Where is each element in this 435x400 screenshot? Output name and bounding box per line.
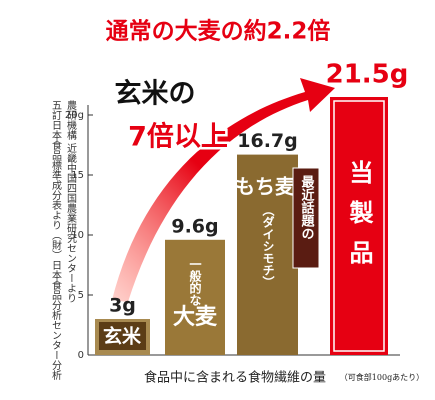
y-tick-label: 5	[78, 290, 84, 301]
y-tick-label: 10	[71, 230, 84, 241]
value-label: 16.7g	[237, 130, 297, 152]
category-label: （ダイシモチ）	[261, 204, 275, 288]
tag-box	[292, 167, 320, 269]
source: 農研機構 近畿中国四国農業研究センターより	[65, 99, 77, 303]
bar-border	[333, 100, 385, 352]
category-label: 大麦	[173, 304, 218, 330]
bar	[330, 97, 388, 355]
label-box	[99, 322, 146, 350]
y-tick-label: 0	[78, 350, 84, 361]
category-label: もち麦	[235, 175, 296, 199]
category-label: 一般的な	[188, 258, 202, 307]
annotation: 7倍以上	[128, 121, 228, 153]
value-label: 21.5g	[326, 60, 409, 90]
category-label: 玄米	[103, 325, 142, 348]
bar	[165, 239, 225, 355]
value-label: 3g	[109, 295, 136, 317]
chart-title: 通常の大麦の約2.2倍	[106, 18, 331, 45]
y-tick-label: 20g	[65, 110, 84, 121]
category-label: 当製品	[345, 160, 373, 280]
x-axis-note: （可食部100gあたり）	[340, 372, 424, 382]
x-axis-label: 食品中に含まれる食物繊維の量	[144, 370, 326, 386]
tag: 最近話題の	[299, 175, 315, 240]
bar	[237, 154, 298, 355]
source: 五訂日本食品標準成分表より（財）日本食品分析センター分析	[50, 100, 62, 381]
annotation: 玄米の	[115, 78, 196, 110]
value-label: 9.6g	[171, 215, 218, 237]
arrow	[112, 78, 335, 302]
y-tick-label: 15	[71, 170, 84, 181]
